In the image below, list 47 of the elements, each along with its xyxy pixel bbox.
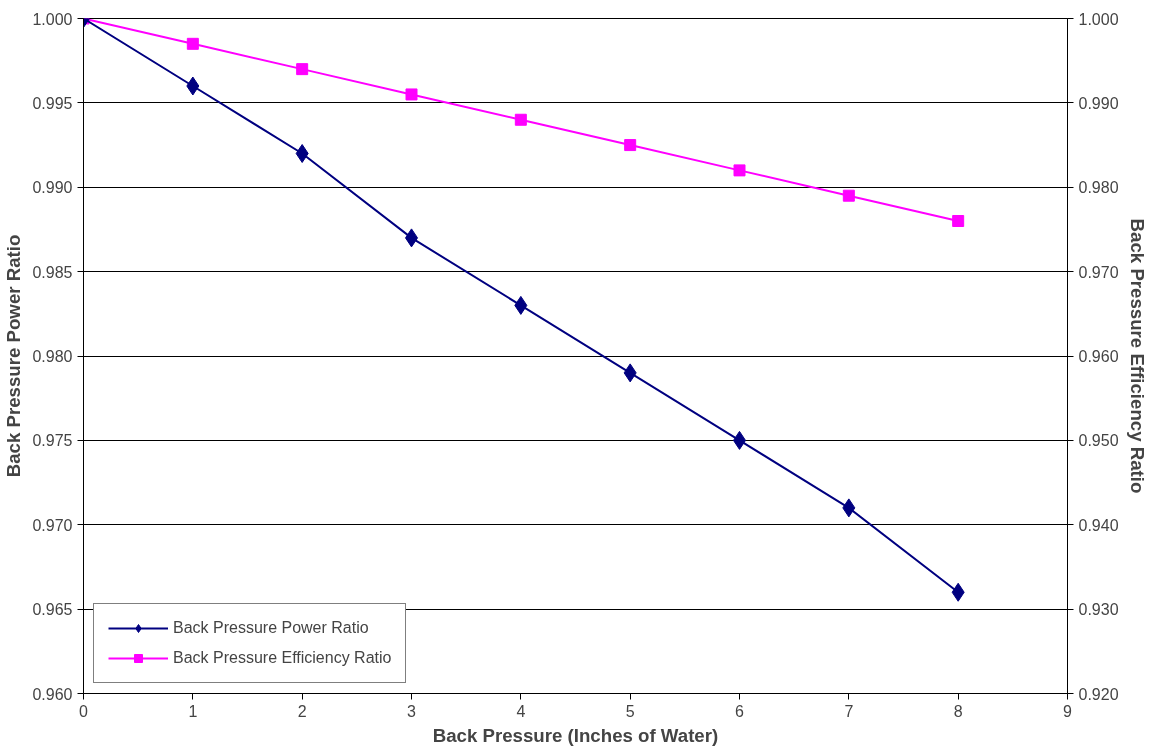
x-tick-label: 2 <box>297 702 307 720</box>
point <box>842 189 855 202</box>
point <box>295 144 309 163</box>
y-tick-label: 0.975 <box>32 432 73 450</box>
point <box>842 498 856 518</box>
point <box>624 139 637 152</box>
y-tick-label: 0.985 <box>32 263 73 281</box>
y2-tick-label: 0.940 <box>1078 516 1119 534</box>
y2-tick-label: 1.000 <box>1078 10 1119 28</box>
y-tick-label: 0.960 <box>32 685 73 703</box>
point <box>296 63 309 76</box>
legend-label: Back Pressure Power Ratio <box>173 619 369 637</box>
point <box>186 76 200 96</box>
x-tick-label: 7 <box>844 702 854 720</box>
y-tick-label: 1.000 <box>32 10 73 28</box>
y-tick-label: 0.980 <box>32 348 73 365</box>
y-axis-title: Back Pressure Power Ratio <box>3 234 25 478</box>
point <box>952 215 965 227</box>
x-tick-label: 0 <box>79 702 89 720</box>
y2-axis-title: Back Pressure Efficiency Ratio <box>1126 218 1148 494</box>
x-tick-label: 4 <box>516 702 526 720</box>
y2-tick-label: 0.920 <box>1078 685 1119 703</box>
x-tick-label: 3 <box>407 702 417 720</box>
point <box>514 113 527 126</box>
y2-tick-label: 0.930 <box>1078 601 1119 619</box>
point <box>951 582 965 602</box>
y2-tick-label: 0.950 <box>1078 432 1119 450</box>
point <box>514 295 528 315</box>
x-tick-label: 1 <box>188 702 198 720</box>
x-axis-title: Back Pressure (Inches of Water) <box>432 724 719 746</box>
point <box>405 88 418 101</box>
y-tick-label: 0.970 <box>32 516 73 534</box>
x-tick-label: 5 <box>625 702 635 720</box>
y2-tick-label: 0.990 <box>1078 94 1119 112</box>
y2-tick-label: 0.970 <box>1078 263 1119 281</box>
point <box>733 164 746 177</box>
point <box>186 37 199 50</box>
y2-tick-label: 0.980 <box>1078 179 1119 197</box>
y-tick-label: 0.965 <box>32 601 73 619</box>
y-tick-label: 0.995 <box>32 94 73 112</box>
x-tick-label: 9 <box>1063 702 1073 720</box>
x-tick-label: 8 <box>953 702 963 720</box>
y-tick-label: 0.990 <box>32 179 73 197</box>
y2-tick-label: 0.960 <box>1078 348 1119 365</box>
x-tick-label: 6 <box>735 702 745 720</box>
point <box>623 363 637 383</box>
legend-label: Back Pressure Efficiency Ratio <box>173 649 392 667</box>
